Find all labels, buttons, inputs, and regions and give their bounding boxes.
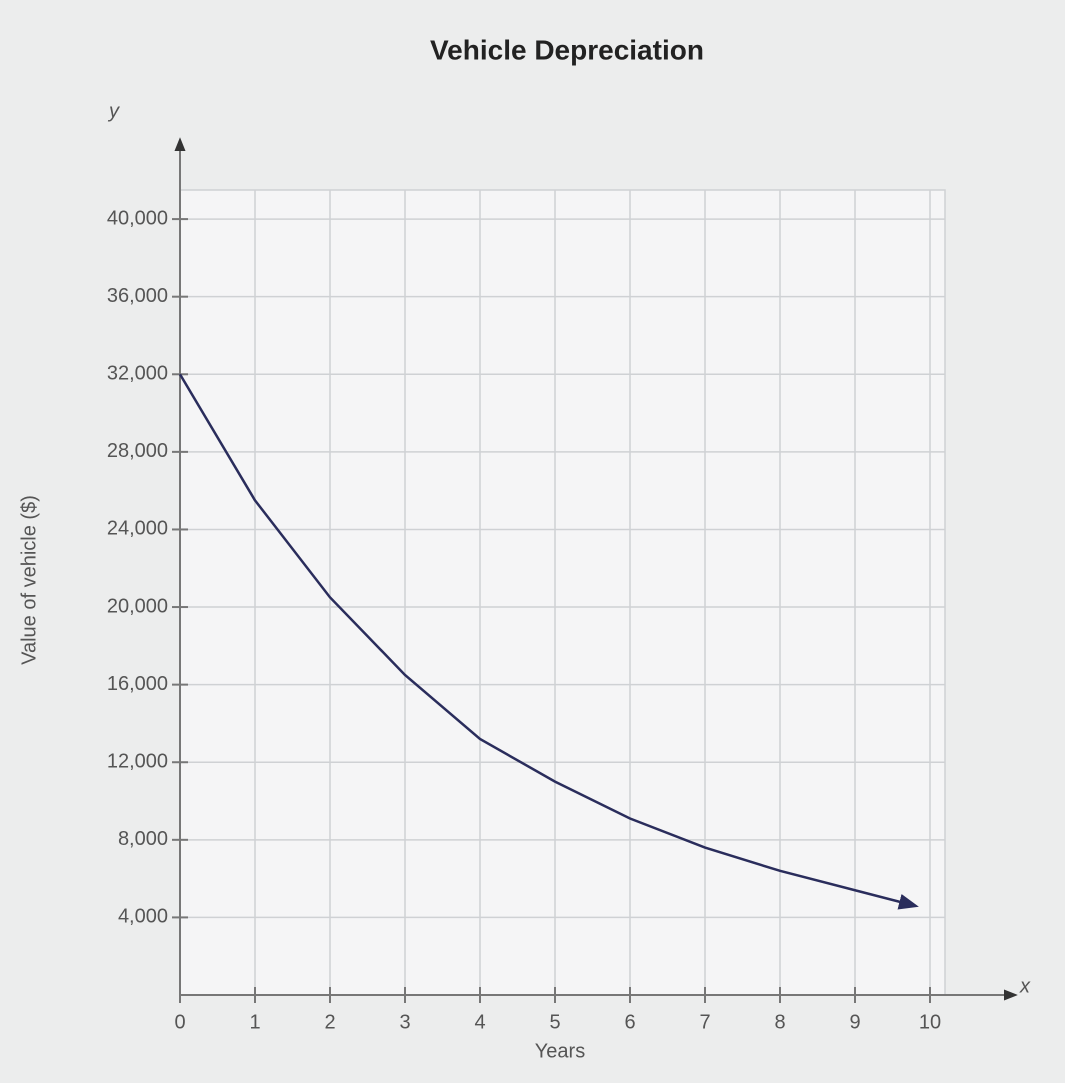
curve — [178, 373, 919, 910]
y-tick-label: 16,000 — [107, 673, 168, 695]
x-axis-label: Years — [535, 1040, 585, 1062]
x-tick-label: 4 — [474, 1011, 485, 1033]
x-tick-label: 8 — [774, 1011, 785, 1033]
chart-title: Vehicle Depreciation — [430, 34, 704, 65]
y-axis-symbol: y — [107, 100, 120, 122]
y-tick-label: 28,000 — [107, 440, 168, 462]
x-tick-label: 0 — [174, 1011, 185, 1033]
y-tick-label: 24,000 — [107, 518, 168, 540]
x-axis-symbol: x — [1019, 975, 1031, 997]
x-tick-label: 7 — [699, 1011, 710, 1033]
x-tick-label: 6 — [624, 1011, 635, 1033]
y-tick-label: 32,000 — [107, 363, 168, 385]
y-tick-label: 40,000 — [107, 207, 168, 229]
x-tick-label: 2 — [324, 1011, 335, 1033]
y-tick-label: 36,000 — [107, 285, 168, 307]
x-tick-label: 10 — [919, 1011, 941, 1033]
x-tick-label: 9 — [849, 1011, 860, 1033]
x-tick-label: 5 — [549, 1011, 560, 1033]
y-tick-label: 20,000 — [107, 595, 168, 617]
y-tick-label: 8,000 — [118, 828, 168, 850]
x-tick-label: 3 — [399, 1011, 410, 1033]
y-axis-label: Value of vehicle ($) — [18, 495, 40, 665]
y-tick-label: 12,000 — [107, 751, 168, 773]
plot-frame — [179, 189, 946, 996]
y-tick-label: 4,000 — [118, 906, 168, 928]
x-tick-label: 1 — [249, 1011, 260, 1033]
